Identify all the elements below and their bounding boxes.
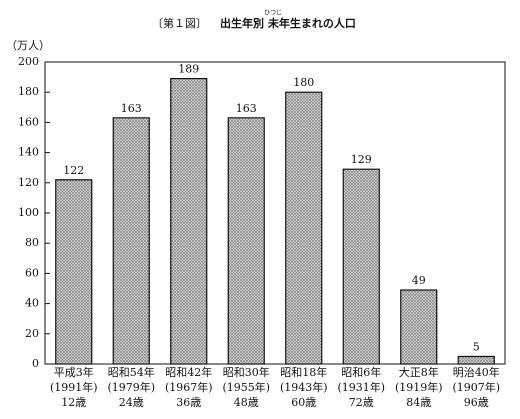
y-tick-label: 100 xyxy=(18,206,39,219)
value-label: 122 xyxy=(63,164,84,177)
bar xyxy=(170,78,208,365)
y-tick-label: 80 xyxy=(25,236,39,249)
value-label: 163 xyxy=(236,102,257,115)
y-tick-label: 180 xyxy=(18,85,39,98)
value-label: 180 xyxy=(293,76,314,89)
x-tick-label: 24歳 xyxy=(119,396,144,409)
x-tick-label: (1955年) xyxy=(222,380,270,394)
y-tick-label: 60 xyxy=(25,266,39,279)
y-tick-label: 40 xyxy=(25,297,39,310)
x-tick-label: (1931年) xyxy=(337,380,385,394)
bar xyxy=(342,168,380,365)
x-tick-label: 昭和54年 xyxy=(108,365,155,379)
bar xyxy=(55,179,93,365)
x-tick-label: 昭和6年 xyxy=(341,365,381,379)
value-label: 5 xyxy=(473,340,480,353)
x-tick-label: (1967年) xyxy=(165,380,213,394)
y-axis-label: （万人） xyxy=(6,39,50,52)
x-tick-label: 84歳 xyxy=(406,396,431,409)
figure-label: 〔第１図〕 xyxy=(152,16,207,30)
x-tick-label: 12歳 xyxy=(61,396,86,409)
y-tick-label: 200 xyxy=(18,55,39,68)
x-tick-label: (1919年) xyxy=(395,380,443,394)
x-tick-label: (1943年) xyxy=(280,380,328,394)
y-tick-label: 160 xyxy=(18,115,39,128)
x-tick-label: 48歳 xyxy=(234,396,259,409)
x-tick-label: 36歳 xyxy=(176,396,201,409)
value-label: 129 xyxy=(351,153,372,166)
y-tick-label: 0 xyxy=(32,357,39,370)
bar xyxy=(400,289,438,365)
value-label: 189 xyxy=(178,63,199,76)
bar xyxy=(457,355,495,365)
x-tick-label: 60歳 xyxy=(291,396,316,409)
bar xyxy=(112,117,150,365)
x-tick-label: 72歳 xyxy=(349,396,374,409)
x-tick-label: 昭和30年 xyxy=(223,365,270,379)
chart-title: 出生年別 未年生まれの人口 xyxy=(220,16,356,30)
x-tick-label: (1979年) xyxy=(107,380,155,394)
value-label: 163 xyxy=(121,102,142,115)
x-tick-label: 大正8年 xyxy=(399,365,439,379)
title-ruby: ひつじ xyxy=(264,10,282,17)
x-tick-label: (1991年) xyxy=(50,380,98,394)
y-tick-label: 120 xyxy=(18,176,39,189)
x-tick-label: 96歳 xyxy=(464,396,489,409)
x-tick-label: 昭和18年 xyxy=(280,365,327,379)
y-tick-label: 140 xyxy=(18,146,39,159)
x-tick-label: (1907年) xyxy=(452,380,500,394)
y-tick-label: 20 xyxy=(25,327,39,340)
x-tick-label: 平成3年 xyxy=(54,365,94,379)
x-tick-label: 昭和42年 xyxy=(165,365,212,379)
value-label: 49 xyxy=(412,274,426,287)
bar xyxy=(227,117,265,365)
x-tick-label: 明治40年 xyxy=(453,365,500,379)
bar xyxy=(285,91,323,365)
